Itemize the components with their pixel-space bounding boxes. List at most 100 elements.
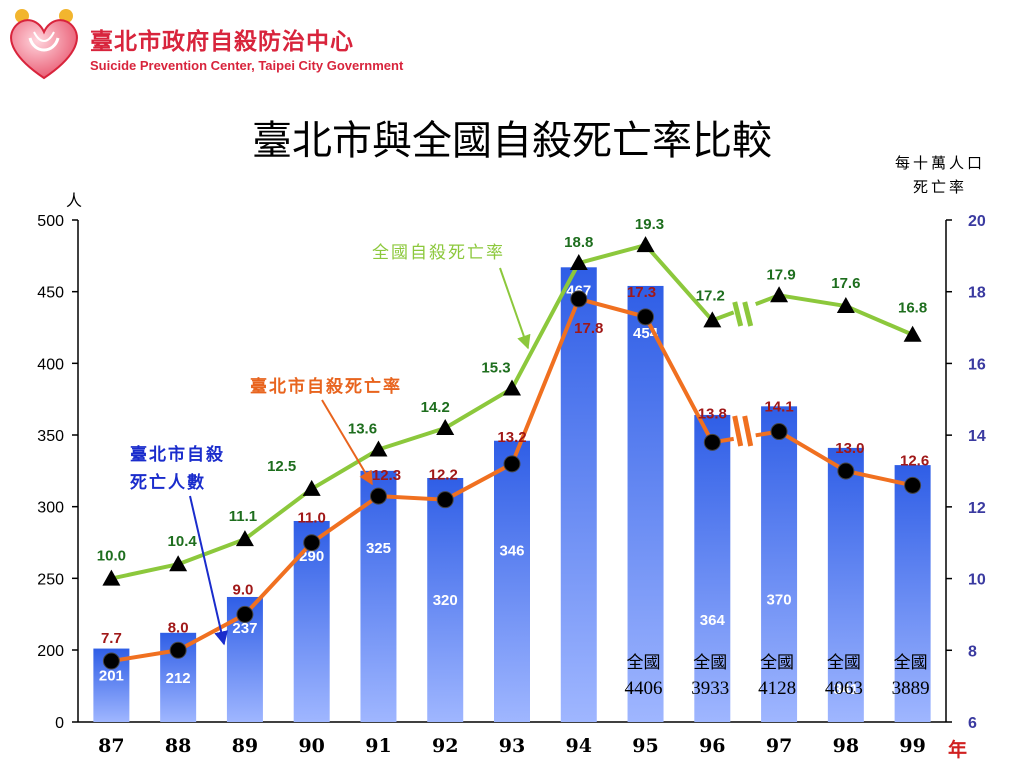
national-rate-point: [235, 530, 254, 547]
national-count-label: 全國: [627, 653, 661, 673]
x-tick-label: 95: [632, 735, 658, 757]
axis-break-mark: [732, 415, 744, 447]
bar: [427, 478, 464, 722]
x-tick-label: 89: [232, 735, 258, 757]
national-rate-label: 10.0: [97, 548, 126, 565]
taipei-rate-point: [236, 605, 254, 623]
taipei-rate-label: 14.1: [764, 399, 793, 416]
taipei-rate-callout: 臺北市自殺死亡率: [250, 376, 402, 397]
left-tick-label: 300: [37, 500, 64, 517]
taipei-rate-label: 17.3: [627, 284, 656, 301]
taipei-rate-point: [102, 652, 120, 670]
taipei-rate-label: 12.6: [900, 452, 929, 469]
taipei-rate-point: [637, 308, 655, 326]
national-rate-point: [569, 254, 588, 271]
national-rate-label: 19.3: [635, 216, 664, 233]
y2-axis-label-line2: 死亡率: [913, 178, 967, 196]
right-tick-label: 10: [968, 572, 986, 589]
taipei-rate-point: [303, 534, 321, 552]
taipei-rate-label: 13.2: [497, 429, 526, 446]
x-tick-label: 97: [766, 735, 792, 757]
axis-break-mark: [742, 301, 754, 327]
bar: [627, 285, 664, 722]
x-tick-label: 94: [566, 735, 592, 757]
bar-value-label: 370: [767, 591, 792, 608]
right-tick-label: 8: [968, 643, 977, 660]
national-rate-point: [503, 379, 521, 396]
y2-axis-label-line1: 每十萬人口: [895, 154, 985, 172]
taipei-count-callout-line2: 死亡人數: [130, 472, 206, 493]
national-rate-label: 15.3: [481, 360, 510, 377]
national-count-value: 3933: [691, 678, 729, 699]
taipei-rate-point: [169, 641, 187, 659]
right-tick-label: 20: [968, 213, 986, 230]
left-tick-label: 400: [37, 356, 64, 373]
bar-value-label: 201: [99, 668, 124, 685]
taipei-rate-point: [503, 455, 521, 473]
bar-value-label: 212: [166, 670, 191, 687]
x-axis-label: 年: [948, 738, 967, 761]
national-count-value: 4406: [625, 678, 663, 699]
national-rate-point: [369, 440, 388, 457]
bar: [360, 470, 397, 722]
bar-value-label: 329: [900, 722, 925, 739]
bar-value-label: 341: [833, 681, 858, 698]
right-tick-label: 12: [968, 500, 986, 517]
taipei-rate-point: [904, 476, 922, 494]
national-rate-line: [110, 243, 714, 581]
x-tick-label: 87: [98, 735, 124, 757]
x-tick-label: 90: [298, 735, 324, 757]
national-count-value: 4128: [758, 678, 796, 699]
taipei-rate-arrow: [321, 399, 373, 486]
bar: [827, 447, 864, 722]
national-rate-point: [636, 236, 655, 253]
taipei-rate-label: 12.3: [372, 467, 401, 484]
taipei-rate-line: [111, 296, 715, 664]
national-rate-label: 17.2: [696, 287, 725, 304]
x-tick-label: 92: [432, 735, 458, 757]
national-rate-point: [836, 297, 855, 314]
national-count-label: 全國: [894, 653, 928, 673]
national-rate-point: [703, 311, 722, 328]
bar-value-label: 320: [433, 592, 458, 609]
taipei-rate-point: [570, 290, 588, 308]
taipei-count-arrow: [189, 495, 229, 646]
chart-title: 臺北市與全國自殺死亡率比較: [252, 118, 772, 164]
org-logo: [10, 9, 78, 80]
national-rate-label: 14.2: [421, 399, 450, 416]
bar-value-label: 364: [700, 612, 726, 629]
left-tick-label: 350: [37, 428, 64, 445]
left-tick-label: 200: [37, 643, 64, 660]
taipei-rate-label: 11.0: [298, 510, 326, 527]
left-tick-label: 0: [55, 715, 64, 732]
national-rate-arrow: [499, 267, 531, 350]
national-count-label: 全國: [760, 653, 794, 673]
taipei-rate-label: 9.0: [232, 581, 253, 598]
left-tick-label: 500: [37, 213, 64, 230]
x-tick-label: 91: [365, 735, 391, 757]
axis-break-mark: [732, 301, 744, 327]
national-rate-label: 17.9: [766, 266, 795, 283]
left-tick-label: 250: [37, 571, 64, 588]
national-rate-label: 16.8: [898, 300, 927, 317]
national-rate-point: [903, 325, 922, 342]
x-tick-label: 88: [165, 735, 191, 757]
taipei-rate-label: 13.8: [698, 405, 727, 422]
org-name-en: Suicide Prevention Center, Taipei City G…: [90, 58, 404, 73]
taipei-rate-point: [770, 423, 788, 441]
national-rate-label: 17.6: [831, 275, 860, 292]
national-rate-callout: 全國自殺死亡率: [372, 243, 505, 263]
taipei-rate-point: [837, 462, 855, 480]
x-tick-label: 93: [499, 735, 525, 757]
right-tick-label: 6: [968, 715, 977, 732]
bar-value-label: 346: [499, 543, 524, 560]
national-rate-point: [102, 569, 121, 586]
taipei-rate-point: [436, 491, 454, 509]
taipei-rate-label: 8.0: [168, 619, 189, 636]
right-tick-label: 18: [968, 285, 986, 302]
left-tick-label: 450: [37, 285, 64, 302]
national-rate-label: 18.8: [564, 234, 593, 251]
axis-break-mark: [742, 415, 754, 447]
taipei-rate-point: [369, 487, 387, 505]
